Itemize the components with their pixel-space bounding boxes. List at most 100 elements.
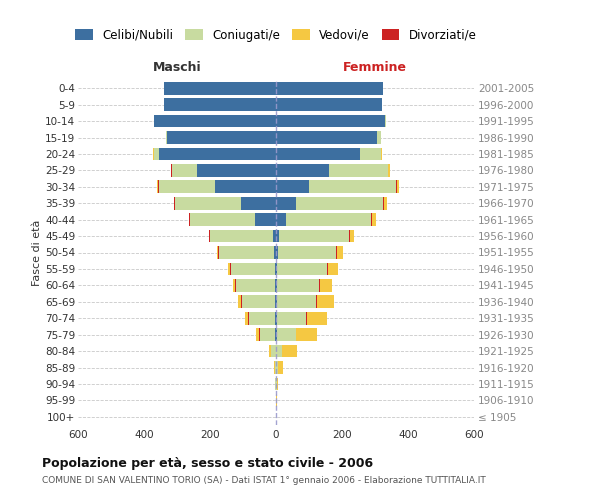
Bar <box>276 197 296 209</box>
Bar <box>276 148 360 160</box>
Text: Femmine: Femmine <box>343 61 407 74</box>
Bar <box>274 246 276 259</box>
Bar <box>164 98 276 111</box>
Bar <box>256 328 259 341</box>
Bar <box>275 361 276 374</box>
Bar <box>275 296 276 308</box>
Bar <box>276 246 278 259</box>
Bar <box>154 114 276 128</box>
Bar <box>154 148 159 160</box>
Bar <box>167 131 276 144</box>
Bar <box>259 328 260 341</box>
Bar <box>377 131 380 144</box>
Bar <box>172 164 197 177</box>
Bar <box>380 148 382 160</box>
Bar <box>188 213 189 226</box>
Bar <box>276 82 383 94</box>
Bar <box>350 230 354 242</box>
Bar <box>388 164 390 177</box>
Bar <box>189 213 190 226</box>
Bar <box>309 180 397 193</box>
Bar <box>271 344 276 358</box>
Bar <box>157 180 158 193</box>
Bar <box>276 213 286 226</box>
Bar <box>241 197 276 209</box>
Bar <box>276 378 277 390</box>
Bar <box>278 246 337 259</box>
Bar <box>254 213 276 226</box>
Bar <box>276 328 277 341</box>
Bar <box>276 361 278 374</box>
Bar <box>276 262 277 276</box>
Bar <box>197 164 276 177</box>
Bar <box>164 82 276 94</box>
Text: Maschi: Maschi <box>152 61 202 74</box>
Bar <box>276 180 309 193</box>
Bar <box>328 262 338 276</box>
Bar <box>296 328 317 341</box>
Bar <box>230 262 231 276</box>
Bar <box>171 164 172 177</box>
Text: Popolazione per età, sesso e stato civile - 2006: Popolazione per età, sesso e stato civil… <box>42 458 373 470</box>
Bar <box>337 246 343 259</box>
Bar <box>229 262 230 276</box>
Bar <box>277 378 278 390</box>
Bar <box>276 164 329 177</box>
Y-axis label: Fasce di età: Fasce di età <box>32 220 42 286</box>
Bar <box>286 213 371 226</box>
Bar <box>166 131 167 144</box>
Bar <box>296 197 383 209</box>
Bar <box>153 148 154 160</box>
Bar <box>217 246 218 259</box>
Bar <box>329 164 388 177</box>
Bar <box>319 279 320 292</box>
Bar <box>276 344 282 358</box>
Bar <box>384 197 387 209</box>
Bar <box>275 312 276 324</box>
Bar <box>249 312 275 324</box>
Bar <box>349 230 350 242</box>
Bar <box>233 279 235 292</box>
Bar <box>385 114 386 128</box>
Bar <box>210 230 272 242</box>
Bar <box>236 279 275 292</box>
Bar <box>276 312 277 324</box>
Bar <box>190 213 254 226</box>
Bar <box>383 197 384 209</box>
Bar <box>380 131 381 144</box>
Bar <box>276 114 385 128</box>
Bar <box>245 312 248 324</box>
Bar <box>159 148 276 160</box>
Bar <box>275 378 276 390</box>
Bar <box>275 279 276 292</box>
Bar <box>275 328 276 341</box>
Bar <box>238 296 241 308</box>
Bar <box>215 180 276 193</box>
Bar <box>231 262 275 276</box>
Bar <box>242 296 275 308</box>
Bar <box>276 131 377 144</box>
Bar <box>175 197 241 209</box>
Bar <box>277 296 316 308</box>
Bar <box>158 180 159 193</box>
Bar <box>159 180 215 193</box>
Bar <box>274 361 275 374</box>
Bar <box>316 296 317 308</box>
Bar <box>307 312 328 324</box>
Bar <box>320 279 332 292</box>
Text: COMUNE DI SAN VALENTINO TORIO (SA) - Dati ISTAT 1° gennaio 2006 - Elaborazione T: COMUNE DI SAN VALENTINO TORIO (SA) - Dat… <box>42 476 486 485</box>
Bar <box>276 279 277 292</box>
Legend: Celibi/Nubili, Coniugati/e, Vedovi/e, Divorziati/e: Celibi/Nubili, Coniugati/e, Vedovi/e, Di… <box>71 24 481 46</box>
Bar <box>278 230 349 242</box>
Bar <box>218 246 219 259</box>
Bar <box>282 344 297 358</box>
Bar <box>276 230 278 242</box>
Bar <box>275 262 276 276</box>
Bar <box>248 312 249 324</box>
Bar <box>277 312 306 324</box>
Bar <box>209 230 210 242</box>
Bar <box>317 296 334 308</box>
Bar <box>306 312 307 324</box>
Bar <box>277 279 319 292</box>
Bar <box>235 279 236 292</box>
